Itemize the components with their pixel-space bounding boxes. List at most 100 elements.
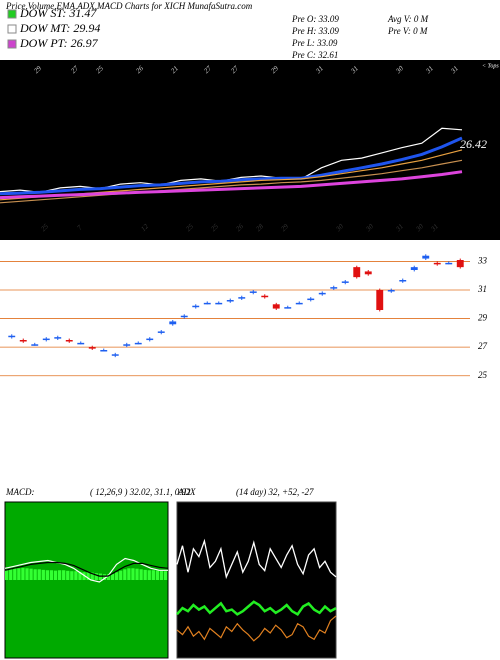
top-date: 26 — [134, 64, 145, 75]
top-date: 31 — [424, 64, 435, 75]
histogram-bar — [37, 569, 41, 580]
histogram-bar — [53, 570, 58, 580]
candle-body — [31, 344, 39, 346]
candle-body — [215, 302, 223, 305]
low-date: 7 — [76, 223, 84, 231]
candle-body — [203, 302, 211, 305]
histogram-bar — [78, 571, 82, 580]
histogram-bar — [143, 569, 147, 580]
top-date: 27 — [229, 64, 240, 75]
top-date: 31 — [314, 64, 325, 75]
histogram-bar — [163, 571, 168, 580]
candle-body — [445, 262, 453, 265]
top-date: 29 — [269, 64, 280, 75]
histogram-bar — [94, 573, 98, 580]
top-date: 31 — [449, 64, 460, 75]
legend-marker — [7, 24, 17, 34]
histogram-bar — [147, 570, 151, 580]
histogram-bar — [102, 574, 107, 580]
histogram-bar — [17, 568, 21, 580]
histogram-bar — [49, 570, 54, 580]
y-tick-label: 31 — [477, 284, 487, 294]
candle-body — [261, 295, 269, 298]
candle-body — [272, 304, 280, 309]
candle-body — [88, 347, 96, 349]
histogram-bar — [106, 574, 111, 580]
histogram-bar — [123, 569, 127, 580]
legend-label: DOW ST: 31.47 — [19, 6, 97, 20]
line — [0, 136, 463, 196]
legend-marker — [7, 9, 17, 19]
candle-body — [42, 338, 50, 341]
candle-body — [65, 340, 73, 342]
low-date: 12 — [139, 222, 150, 233]
histogram-bar — [9, 569, 13, 580]
legend-label: DOW PT: 26.97 — [19, 36, 99, 50]
page-title: Price,Volume,EMA,ADX,MACD Charts for XIC… — [5, 1, 253, 11]
histogram-bar — [29, 568, 33, 580]
histogram-bar — [25, 568, 29, 580]
histogram-bar — [135, 568, 139, 580]
candle-body — [54, 337, 62, 339]
stat: Pre C: 32.61 — [291, 50, 338, 60]
histogram-bar — [45, 570, 50, 580]
low-date: 30 — [364, 222, 376, 234]
stat: Pre V: 0 M — [387, 26, 428, 36]
histogram-bar — [119, 570, 123, 580]
histogram-bar — [33, 569, 37, 580]
histogram-bar — [98, 573, 102, 580]
low-date: 26 — [234, 222, 245, 233]
histogram-bar — [139, 569, 143, 580]
low-date: 25 — [209, 222, 220, 233]
panel-title: ADX — [177, 487, 196, 497]
stat: Pre H: 33.09 — [291, 26, 339, 36]
low-date: 31 — [394, 222, 405, 233]
candle-body — [157, 331, 165, 333]
y-tick-label: 29 — [478, 313, 488, 323]
stat: Pre O: 33.09 — [291, 14, 339, 24]
histogram-bar — [155, 570, 160, 580]
low-date: 31 — [429, 222, 440, 233]
line — [0, 170, 463, 200]
candle-body — [295, 302, 303, 305]
candle-body — [192, 305, 200, 308]
top-date: 30 — [394, 64, 406, 76]
candle-body — [8, 335, 16, 338]
low-date: 30 — [334, 222, 346, 234]
histogram-bar — [90, 572, 94, 580]
histogram-bar — [110, 573, 115, 580]
low-date: 28 — [254, 222, 265, 233]
panel-params: ( 12,26,9 ) 32.02, 31.1, 0.92 — [90, 487, 191, 497]
candle-body — [364, 271, 372, 275]
stat: Avg V: 0 M — [387, 14, 429, 24]
histogram-bar — [86, 572, 90, 580]
ema-panel — [0, 60, 500, 240]
low-date: 29 — [279, 222, 290, 233]
histogram-bar — [66, 570, 70, 580]
line — [176, 538, 337, 580]
panel-params: (14 day) 32, +52, -27 — [236, 487, 314, 497]
histogram-bar — [21, 567, 25, 580]
top-date: 21 — [169, 64, 180, 75]
candle-body — [456, 260, 464, 268]
histogram-bar — [74, 571, 78, 580]
low-date: 30 — [414, 222, 426, 234]
line — [176, 600, 337, 616]
candle-body — [318, 292, 326, 295]
candle-body — [19, 340, 27, 342]
histogram-bar — [70, 571, 74, 580]
histogram-bar — [127, 568, 131, 580]
legend-label: DOW MT: 29.94 — [19, 21, 100, 35]
top-date: 27 — [202, 64, 213, 75]
legend-marker — [7, 39, 17, 49]
candle-body — [123, 344, 131, 346]
candle-body — [341, 281, 349, 283]
histogram-bar — [131, 568, 135, 580]
candle-body — [433, 262, 441, 265]
candle-body — [387, 290, 395, 292]
line — [0, 159, 463, 204]
candle-body — [77, 342, 85, 345]
stat: Pre L: 33.09 — [291, 38, 338, 48]
y-tick-label: 25 — [478, 370, 488, 380]
